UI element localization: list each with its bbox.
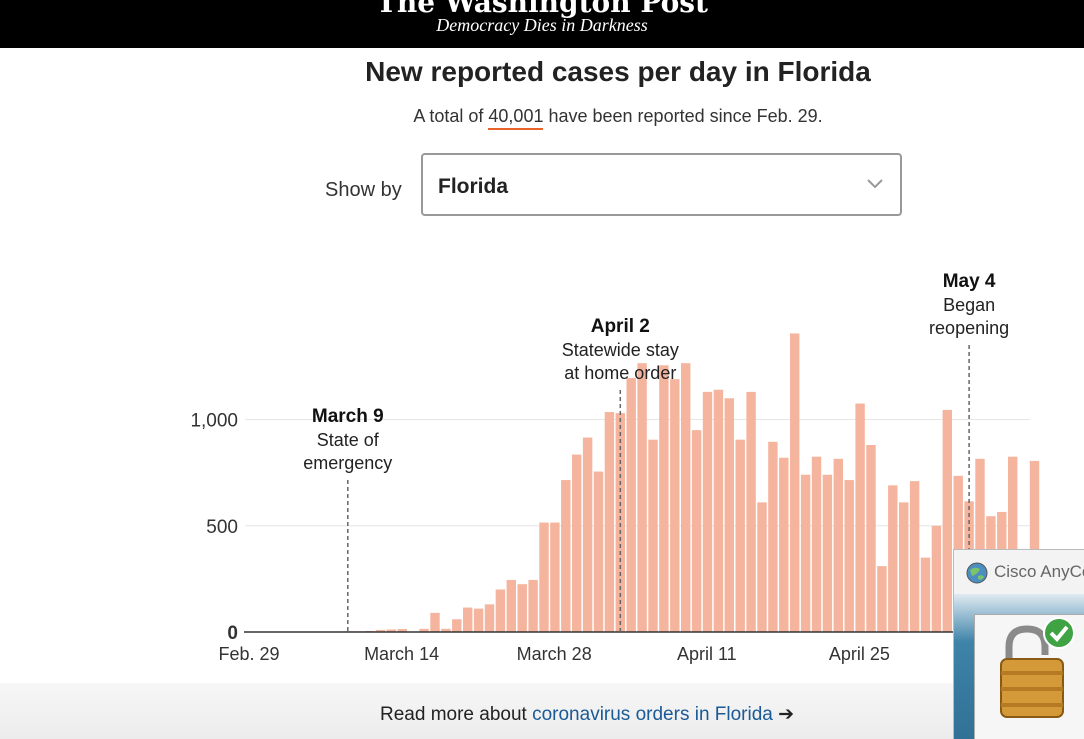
- data-bar: [637, 363, 647, 632]
- data-bar: [790, 333, 800, 632]
- y-tick-label: 0: [227, 623, 238, 644]
- data-bar: [702, 391, 713, 632]
- data-bar: [757, 502, 767, 632]
- data-bar: [604, 412, 615, 632]
- data-bar: [888, 485, 898, 632]
- data-bar: [539, 522, 549, 632]
- data-bar: [397, 629, 407, 632]
- chart-title: New reported cases per day in Florida: [365, 56, 871, 87]
- data-bar: [931, 525, 942, 632]
- annotation-date: May 4: [943, 271, 996, 292]
- data-bar: [811, 456, 822, 632]
- data-bar: [550, 522, 560, 632]
- data-bar: [855, 403, 865, 632]
- cisco-title-text: Cisco AnyConnect: [994, 562, 1084, 581]
- data-bar: [822, 474, 833, 632]
- data-bar: [593, 471, 604, 632]
- x-tick-label: April 25: [829, 644, 890, 664]
- total-cases-link[interactable]: 40,001: [488, 106, 544, 130]
- state-select-value: Florida: [438, 175, 509, 198]
- data-bar: [473, 608, 484, 632]
- annotation-text: emergency: [303, 453, 392, 473]
- data-bar: [419, 628, 429, 632]
- cisco-anyconnect-popup[interactable]: Cisco AnyConnect: [953, 549, 1084, 739]
- data-bar: [844, 480, 854, 632]
- data-bar: [484, 604, 495, 632]
- data-bar: [833, 458, 843, 632]
- data-bar: [463, 607, 473, 632]
- annotation-text: Began: [943, 295, 995, 315]
- data-bar: [735, 439, 745, 632]
- data-bar: [920, 557, 931, 632]
- data-bar: [430, 612, 440, 632]
- washington-post-logo[interactable]: The Washington Post: [376, 0, 708, 19]
- data-bar: [572, 454, 582, 632]
- data-bar: [615, 413, 625, 632]
- cisco-globe-icon: [966, 562, 988, 584]
- data-bar: [648, 439, 658, 632]
- data-bar: [386, 629, 397, 632]
- data-bar: [975, 458, 985, 632]
- y-tick-label: 1,000: [190, 411, 238, 432]
- state-select[interactable]: Florida: [421, 153, 902, 216]
- annotation-date: March 9: [312, 406, 384, 427]
- data-bar: [800, 474, 811, 632]
- padlock-icon: [1000, 617, 1075, 718]
- x-tick-label: March 28: [517, 644, 592, 664]
- data-bar: [942, 409, 952, 632]
- data-bar: [724, 398, 734, 632]
- masthead: The Washington Post Democracy Dies in Da…: [0, 0, 1084, 48]
- annotation-date: April 2: [591, 316, 650, 337]
- coronavirus-orders-link[interactable]: coronavirus orders in Florida: [532, 704, 773, 725]
- bottom-fade: [0, 683, 1084, 739]
- data-bar: [375, 629, 386, 632]
- data-bar: [506, 579, 516, 632]
- data-bar: [626, 378, 636, 632]
- data-bar: [517, 584, 527, 632]
- data-bar: [582, 437, 593, 632]
- data-bar: [495, 589, 506, 632]
- arrow-right-icon: ➔: [778, 704, 795, 725]
- data-bar: [1008, 456, 1018, 632]
- chart-subtitle: A total of 40,001 have been reported sin…: [0, 106, 1084, 130]
- read-more-prefix: Read more about: [380, 704, 533, 725]
- annotation-text: reopening: [929, 318, 1009, 338]
- data-bar: [659, 365, 669, 632]
- cisco-inner-window: [974, 614, 1084, 739]
- data-bar: [681, 363, 691, 632]
- x-tick-label: April 11: [677, 644, 737, 664]
- read-more: Read more about coronavirus orders in Fl…: [380, 703, 794, 726]
- data-bar: [452, 619, 462, 632]
- data-bar: [528, 579, 538, 632]
- x-tick-label: March 14: [364, 644, 439, 664]
- show-by-label: Show by: [325, 179, 402, 201]
- data-bar: [670, 379, 680, 632]
- data-bar: [561, 480, 571, 632]
- subtitle-suffix: have been reported since Feb. 29.: [543, 106, 823, 126]
- data-bar: [713, 389, 724, 632]
- data-bar: [746, 391, 756, 632]
- annotation-text: at home order: [564, 363, 676, 383]
- annotation-text: State of: [317, 430, 380, 450]
- y-tick-label: 500: [206, 517, 238, 538]
- data-bar: [691, 430, 702, 632]
- data-bar: [899, 502, 909, 632]
- data-bar: [1029, 460, 1040, 632]
- data-bar: [441, 628, 451, 632]
- masthead-tagline: Democracy Dies in Darkness: [436, 15, 648, 35]
- x-tick-label: Feb. 29: [218, 644, 279, 664]
- annotation-text: Statewide stay: [562, 340, 679, 360]
- data-bar: [779, 457, 789, 632]
- subtitle-prefix: A total of: [413, 106, 489, 126]
- data-bar: [768, 441, 778, 632]
- data-bar: [909, 481, 920, 632]
- data-bar: [866, 445, 876, 632]
- chevron-down-icon: [867, 179, 883, 189]
- data-bar: [877, 566, 887, 632]
